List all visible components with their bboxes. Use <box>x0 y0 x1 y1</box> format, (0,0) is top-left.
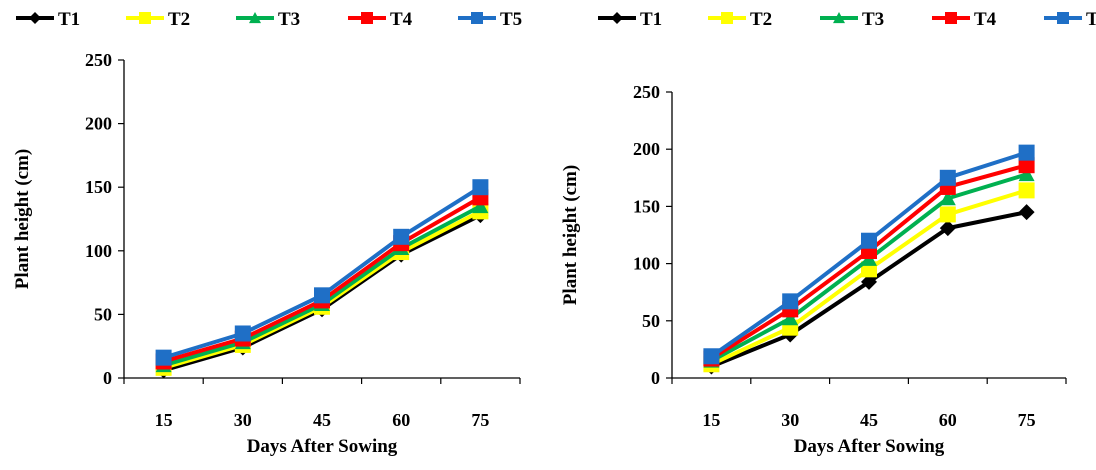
data-point <box>939 206 956 223</box>
data-point <box>1018 157 1035 174</box>
legend-label: T1 <box>640 9 662 30</box>
legend-label: T4 <box>390 9 413 30</box>
x-tick-label: 15 <box>702 410 720 430</box>
legend-label: T3 <box>862 9 884 30</box>
y-axis-label: Plant height (cm) <box>12 149 33 289</box>
chart-right-svg: T1 T2 T3 T4 T5 0 50 100 150 200 250 15 30 45 60 75 Pla… <box>560 9 1096 457</box>
legend-marker <box>833 12 845 24</box>
legend-marker <box>611 12 623 24</box>
series-group <box>155 179 489 379</box>
x-tick-label: 15 <box>155 410 173 430</box>
y-tick-label: 250 <box>85 50 112 70</box>
x-tick-label: 45 <box>313 410 331 430</box>
data-point <box>703 348 720 365</box>
legend-marker <box>1057 12 1069 24</box>
legend-item-t5: T5 <box>458 9 522 30</box>
legend-item-t2: T2 <box>126 9 190 30</box>
legend-marker <box>139 12 151 24</box>
legend-item-t3: T3 <box>820 9 884 30</box>
y-tick-label: 150 <box>85 177 112 197</box>
legend-item-t3: T3 <box>236 9 300 30</box>
series-group <box>703 144 1035 375</box>
data-point <box>314 287 330 304</box>
series-t4 <box>155 189 489 370</box>
x-axis-label: Days After Sowing <box>794 436 945 457</box>
legend-label: T1 <box>58 9 80 30</box>
data-point <box>472 179 489 196</box>
data-point <box>939 169 956 186</box>
legend-marker <box>249 12 261 24</box>
series-t5 <box>703 144 1035 365</box>
legend-label: T5 <box>500 9 522 30</box>
legend-item-t4: T4 <box>348 9 413 30</box>
y-tick-label: 0 <box>651 368 660 388</box>
y-tick-label: 50 <box>94 304 112 324</box>
data-point <box>1018 204 1035 221</box>
y-tick-label: 100 <box>85 241 112 261</box>
x-tick-label: 60 <box>392 410 410 430</box>
chart-left: T1 T2 T3 T4 T5 0 50 100 150 200 250 15 30 45 60 75 Pla… <box>0 0 548 465</box>
data-point <box>939 220 956 237</box>
y-tick-label: 200 <box>85 114 112 134</box>
y-tick-label: 50 <box>642 311 660 331</box>
legend-label: T4 <box>974 9 997 30</box>
legend-item-t1: T1 <box>16 9 80 30</box>
legend-label: T2 <box>168 9 190 30</box>
legend-label: T3 <box>278 9 300 30</box>
data-point <box>782 310 799 326</box>
data-point <box>472 198 489 214</box>
data-point <box>234 325 251 342</box>
y-tick-label: 150 <box>633 196 660 216</box>
legend-marker <box>361 12 373 24</box>
data-point <box>1018 144 1035 161</box>
y-tick-label: 100 <box>633 254 660 274</box>
legend-marker <box>29 12 41 24</box>
axes: 0 50 100 150 200 250 15 30 45 60 75 <box>633 82 1067 430</box>
legend-item-t1: T1 <box>598 9 662 30</box>
axes: 0 50 100 150 200 250 15 30 45 60 75 <box>85 50 521 430</box>
legend-label: T5 <box>1086 9 1096 30</box>
y-axis-label: Plant height (cm) <box>560 165 581 305</box>
data-point <box>861 273 877 290</box>
x-tick-label: 45 <box>860 410 878 430</box>
data-point <box>1018 182 1035 199</box>
legend-item-t5: T5 <box>1044 9 1096 30</box>
x-tick-label: 75 <box>471 410 489 430</box>
data-point <box>782 293 799 310</box>
data-point <box>1018 166 1035 182</box>
series-t5 <box>155 179 489 366</box>
chart-left-svg: T1 T2 T3 T4 T5 0 50 100 150 200 250 15 30 45 60 75 Pla… <box>12 9 522 457</box>
legend-label: T2 <box>750 9 772 30</box>
chart-right: T1 T2 T3 T4 T5 0 50 100 150 200 250 15 30 45 60 75 Pla… <box>548 0 1096 465</box>
x-tick-label: 30 <box>781 410 799 430</box>
x-tick-label: 30 <box>234 410 252 430</box>
legend-item-t2: T2 <box>708 9 772 30</box>
legend: T1 T2 T3 T4 T5 <box>16 9 522 30</box>
y-tick-label: 200 <box>633 139 660 159</box>
series-t1 <box>703 204 1035 375</box>
legend-marker <box>945 12 957 24</box>
legend-item-t4: T4 <box>932 9 997 30</box>
y-tick-label: 0 <box>103 368 112 388</box>
legend-marker <box>721 12 733 24</box>
data-point <box>393 228 410 245</box>
series-line <box>163 195 482 364</box>
x-tick-label: 75 <box>1018 410 1036 430</box>
data-point <box>939 190 956 206</box>
legend-marker <box>471 12 483 24</box>
series-line <box>163 185 482 360</box>
data-point <box>155 349 172 366</box>
data-point <box>861 232 877 249</box>
x-axis-label: Days After Sowing <box>247 436 398 457</box>
legend: T1 T2 T3 T4 T5 <box>598 9 1096 30</box>
y-tick-label: 250 <box>633 82 660 102</box>
x-tick-label: 60 <box>939 410 957 430</box>
